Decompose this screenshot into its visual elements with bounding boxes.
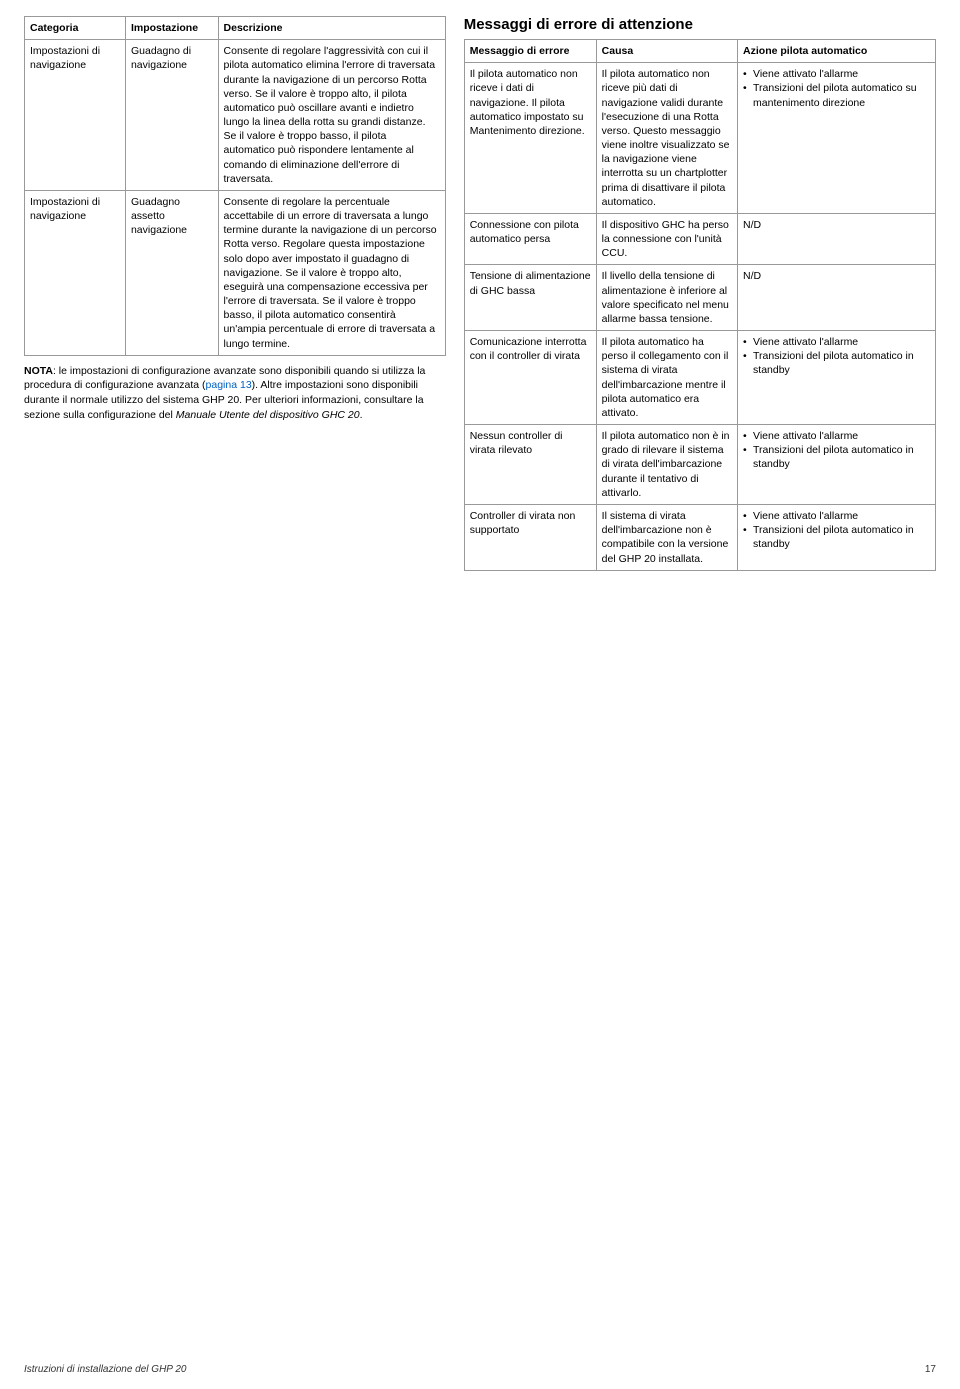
manual-title: Manuale Utente del dispositivo GHC 20: [176, 409, 360, 421]
table-row: Connessione con pilota automatico persa …: [464, 213, 935, 265]
cell-messaggio: Tensione di alimentazione di GHC bassa: [464, 265, 596, 331]
col-header-azione: Azione pilota automatico: [738, 40, 936, 63]
error-messages-table: Messaggio di errore Causa Azione pilota …: [464, 39, 936, 571]
col-header-categoria: Categoria: [25, 17, 126, 40]
note-text: .: [360, 409, 363, 421]
cell-descrizione: Consente di regolare la percentuale acce…: [218, 190, 445, 355]
cell-causa: Il dispositivo GHC ha perso la connessio…: [596, 213, 737, 265]
action-item: Viene attivato l'allarme: [743, 509, 930, 523]
cell-azione: Viene attivato l'allarme Transizioni del…: [738, 63, 936, 214]
cell-messaggio: Nessun controller di virata rilevato: [464, 425, 596, 505]
cell-messaggio: Controller di virata non supportato: [464, 504, 596, 570]
table-row: Impostazioni di navigazione Guadagno di …: [25, 40, 446, 191]
cell-azione: Viene attivato l'allarme Transizioni del…: [738, 425, 936, 505]
col-header-descrizione: Descrizione: [218, 17, 445, 40]
cell-azione: N/D: [738, 265, 936, 331]
col-header-messaggio: Messaggio di errore: [464, 40, 596, 63]
cell-messaggio: Connessione con pilota automatico persa: [464, 213, 596, 265]
page-number: 17: [925, 1364, 936, 1375]
action-item: Transizioni del pilota automatico in sta…: [743, 349, 930, 377]
cell-messaggio: Il pilota automatico non riceve i dati d…: [464, 63, 596, 214]
cell-causa: Il pilota automatico non riceve più dati…: [596, 63, 737, 214]
table-row: Controller di virata non supportato Il s…: [464, 504, 935, 570]
cell-azione: N/D: [738, 213, 936, 265]
cell-causa: Il pilota automatico ha perso il collega…: [596, 331, 737, 425]
action-item: Transizioni del pilota automatico in sta…: [743, 523, 930, 551]
cell-impostazione: Guadagno assetto navigazione: [125, 190, 218, 355]
footer-title: Istruzioni di installazione del GHP 20: [24, 1364, 187, 1375]
action-item: Transizioni del pilota automatico in sta…: [743, 443, 930, 471]
col-header-causa: Causa: [596, 40, 737, 63]
table-row: Nessun controller di virata rilevato Il …: [464, 425, 935, 505]
cell-causa: Il sistema di virata dell'imbarcazione n…: [596, 504, 737, 570]
col-header-impostazione: Impostazione: [125, 17, 218, 40]
action-item: Transizioni del pilota automatico su man…: [743, 81, 930, 109]
cell-messaggio: Comunicazione interrotta con il controll…: [464, 331, 596, 425]
cell-categoria: Impostazioni di navigazione: [25, 40, 126, 191]
note-label: NOTA: [24, 365, 53, 377]
action-item: Viene attivato l'allarme: [743, 429, 930, 443]
cell-impostazione: Guadagno di navigazione: [125, 40, 218, 191]
table-row: Comunicazione interrotta con il controll…: [464, 331, 935, 425]
cell-categoria: Impostazioni di navigazione: [25, 190, 126, 355]
cell-descrizione: Consente di regolare l'aggressività con …: [218, 40, 445, 191]
cell-causa: Il pilota automatico non è in grado di r…: [596, 425, 737, 505]
action-item: Viene attivato l'allarme: [743, 335, 930, 349]
action-item: Viene attivato l'allarme: [743, 67, 930, 81]
settings-table: Categoria Impostazione Descrizione Impos…: [24, 16, 446, 356]
table-row: Impostazioni di navigazione Guadagno ass…: [25, 190, 446, 355]
cell-causa: Il livello della tensione di alimentazio…: [596, 265, 737, 331]
table-row: Tensione di alimentazione di GHC bassa I…: [464, 265, 935, 331]
section-title: Messaggi di errore di attenzione: [464, 16, 936, 33]
note-paragraph: NOTA: le impostazioni di configurazione …: [24, 364, 446, 423]
page-footer: Istruzioni di installazione del GHP 20 1…: [24, 1364, 936, 1375]
table-row: Il pilota automatico non riceve i dati d…: [464, 63, 935, 214]
page-link[interactable]: pagina 13: [206, 379, 252, 391]
cell-azione: Viene attivato l'allarme Transizioni del…: [738, 331, 936, 425]
cell-azione: Viene attivato l'allarme Transizioni del…: [738, 504, 936, 570]
